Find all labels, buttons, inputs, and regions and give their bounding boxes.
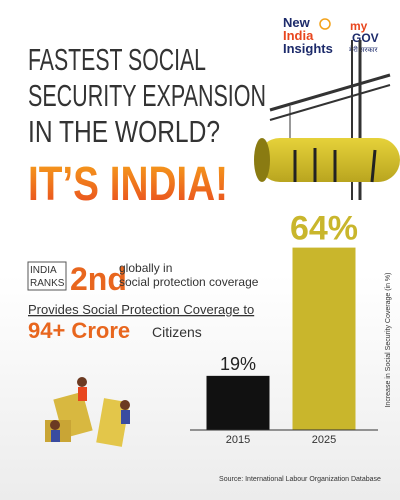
coverage-intro: Provides Social Protection Coverage to bbox=[28, 302, 254, 317]
workers-illustration bbox=[45, 377, 130, 447]
x-tick-label: 2025 bbox=[312, 434, 336, 446]
coverage-suffix: Citizens bbox=[152, 324, 202, 340]
logo-text: my bbox=[350, 19, 368, 33]
value-label: 64% bbox=[290, 210, 358, 248]
logo-text: India bbox=[283, 28, 314, 43]
rank-text: social protection coverage bbox=[119, 275, 259, 289]
coverage-amount: 94+ Crore bbox=[28, 318, 130, 343]
value-label: 19% bbox=[220, 354, 256, 374]
bar-chart: 19% 2015 64% 2025 bbox=[206, 210, 358, 446]
title-line: IN THE WORLD? bbox=[28, 114, 220, 149]
bar bbox=[206, 375, 270, 430]
logo-text: Insights bbox=[283, 41, 333, 56]
rank-box bbox=[27, 261, 67, 291]
rank-number: 2nd bbox=[70, 261, 127, 297]
title-line: FASTEST SOCIAL bbox=[28, 42, 206, 77]
rank-box-text: INDIA bbox=[30, 265, 57, 276]
x-tick-label: 2015 bbox=[226, 434, 250, 446]
logo-bulb bbox=[319, 18, 331, 30]
title-line: SECURITY EXPANSION bbox=[28, 78, 266, 113]
logo-text: New bbox=[283, 15, 311, 30]
source: Source: International Labour Organizatio… bbox=[219, 476, 381, 483]
logo-text: मेरी सरकार bbox=[349, 45, 378, 54]
headline: IT’S INDIA! bbox=[28, 158, 228, 211]
rank-text: globally in bbox=[119, 261, 172, 275]
bar bbox=[292, 247, 356, 430]
logo-text: GOV bbox=[352, 31, 379, 45]
y-axis-label: Increase in Social Security Coverage (in… bbox=[385, 272, 392, 407]
crane-illustration bbox=[254, 40, 400, 200]
logo-new-india: New India Insights bbox=[283, 15, 333, 56]
rank-box-text: RANKS bbox=[30, 278, 65, 289]
